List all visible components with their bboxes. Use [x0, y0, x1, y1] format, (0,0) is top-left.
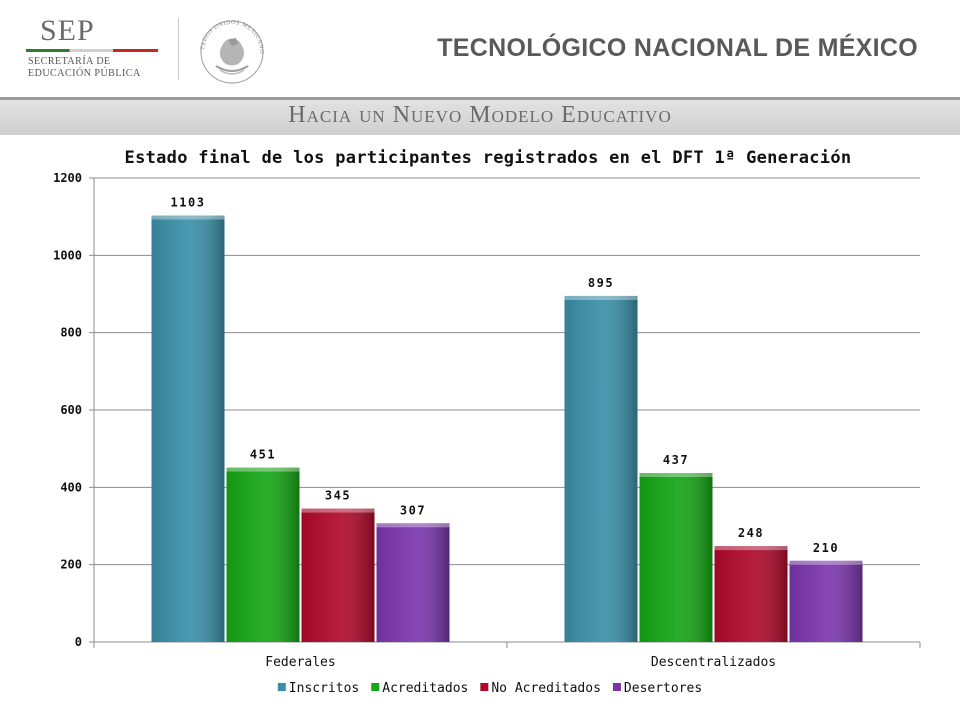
data-label: 210	[813, 541, 839, 555]
y-tick-label: 800	[60, 326, 82, 340]
y-tick-label: 400	[60, 480, 82, 494]
bar-shading	[376, 523, 450, 642]
y-tick-label: 200	[60, 558, 82, 572]
sep-logo-stripe	[26, 49, 158, 52]
bar-shading	[564, 295, 638, 642]
legend-item: No Acreditados	[480, 681, 601, 696]
bar-top-bevel	[151, 215, 225, 220]
sep-subtitle-line1: SECRETARÍA DE	[28, 56, 111, 67]
bar-no-acreditados	[301, 508, 375, 642]
header-divider	[178, 18, 179, 80]
slogan-band: Hacia un Nuevo Modelo Educativo	[0, 97, 960, 135]
bar-no-acreditados	[714, 546, 788, 642]
slogan-text: Hacia un Nuevo Modelo Educativo	[288, 102, 672, 128]
bar-top-bevel	[301, 508, 375, 513]
bar-top-bevel	[789, 560, 863, 565]
legend-swatch	[371, 683, 380, 691]
y-tick-label: 600	[60, 403, 82, 417]
legend-item: Desertores	[612, 681, 702, 696]
bar-shading	[789, 560, 863, 642]
legend-label: Inscritos	[289, 681, 359, 696]
data-label: 895	[588, 276, 614, 290]
bar-shading	[151, 215, 225, 643]
sep-subtitle-line2: EDUCACIÓN PÚBLICA	[28, 68, 141, 79]
legend-swatch	[277, 683, 286, 691]
data-label: 345	[325, 489, 351, 503]
bar-top-bevel	[376, 523, 450, 528]
data-label: 451	[250, 448, 276, 462]
sep-subtitle: SECRETARÍA DE EDUCACIÓN PÚBLICA	[28, 56, 141, 80]
x-category-label: Federales	[265, 655, 335, 670]
y-tick-label: 1000	[53, 248, 82, 262]
national-seal-icon: ESTADOS UNIDOS MEXICANOS	[192, 12, 264, 84]
bar-top-bevel	[226, 467, 300, 472]
bar-shading	[639, 473, 713, 642]
data-label: 248	[738, 526, 764, 540]
bar-acreditados	[226, 467, 300, 642]
data-label: 437	[663, 453, 689, 467]
bar-shading	[226, 467, 300, 642]
bar-top-bevel	[639, 473, 713, 478]
sep-logo-text: SEP	[40, 14, 95, 47]
legend-item: Inscritos	[277, 681, 359, 696]
legend-item: Acreditados	[371, 681, 468, 696]
data-label: 307	[400, 503, 426, 517]
header: SEP SECRETARÍA DE EDUCACIÓN PÚBLICA ESTA…	[0, 0, 960, 100]
bar-top-bevel	[564, 295, 638, 300]
legend-swatch	[480, 683, 489, 691]
institution-title: TECNOLÓGICO NACIONAL DE MÉXICO	[437, 34, 918, 62]
bar-desertores	[376, 523, 450, 642]
bars	[151, 215, 863, 643]
bar-top-bevel	[714, 546, 788, 551]
legend-label: Desertores	[624, 681, 702, 696]
legend-label: Acreditados	[382, 681, 468, 696]
bar-acreditados	[639, 473, 713, 642]
legend-swatch	[612, 683, 621, 691]
bar-inscritos	[151, 215, 225, 643]
data-labels: 1103 451 345 307 895 437 248 210	[171, 196, 839, 555]
y-tick-label: 0	[75, 635, 82, 649]
bar-inscritos	[564, 295, 638, 642]
legend-label: No Acreditados	[491, 681, 601, 696]
bar-desertores	[789, 560, 863, 642]
y-tick-label: 1200	[53, 171, 82, 185]
chart-title: Estado final de los participantes regist…	[124, 148, 852, 168]
x-category-label: Descentralizados	[651, 655, 776, 670]
bar-shading	[301, 508, 375, 642]
bar-shading	[714, 546, 788, 642]
legend: Inscritos Acreditados No Acreditados Desert…	[277, 681, 702, 696]
data-label: 1103	[171, 196, 206, 210]
